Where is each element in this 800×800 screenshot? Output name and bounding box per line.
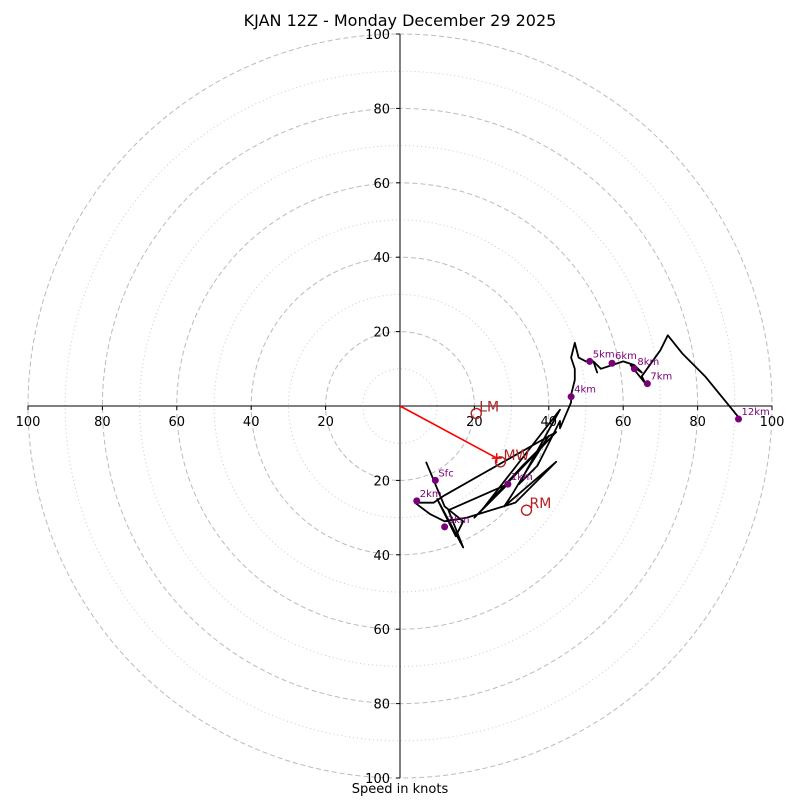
- y-tick-label: 40: [373, 251, 390, 266]
- height-marker-label: 3km: [448, 515, 470, 526]
- tick-labels: 100 80 60 40 20 20 40 60 80 100100806040202040608…: [16, 28, 785, 787]
- height-marker-3km: 3km: [441, 515, 470, 531]
- height-marker-label: 4km: [574, 385, 596, 396]
- motion-marker-LM: LM: [470, 399, 499, 420]
- y-tick-label: 60: [373, 177, 390, 192]
- height-marker-dot: [413, 497, 421, 505]
- height-marker-5km: 5km: [586, 349, 615, 365]
- height-marker-label: 12km: [742, 407, 770, 418]
- x-tick-label: 80: [689, 415, 706, 430]
- height-marker-12km: 12km: [735, 407, 770, 423]
- chart-title: KJAN 12Z - Monday December 29 2025: [243, 11, 557, 30]
- x-tick-label: 60: [169, 415, 186, 430]
- height-marker-dot: [567, 393, 575, 401]
- height-marker-dot: [630, 365, 638, 373]
- height-marker-2km: 2km: [413, 489, 442, 505]
- height-marker-1km: 1km: [504, 472, 533, 488]
- motion-marker-label: LM: [479, 399, 499, 415]
- height-marker-dot: [586, 357, 594, 365]
- y-tick-label: 40: [373, 549, 390, 564]
- y-tick-label: 80: [373, 698, 390, 713]
- height-marker-label: 8km: [637, 357, 659, 368]
- y-tick-label: 100: [365, 28, 390, 43]
- mean-wind-vector-line: [399, 405, 498, 459]
- motion-marker-RM: RM: [520, 496, 551, 516]
- height-marker-dot: [735, 415, 743, 423]
- storm-motion-markers: LM MW RM: [470, 399, 551, 516]
- x-axis-label: Speed in knots: [351, 782, 449, 797]
- height-marker-7km: 7km: [643, 372, 672, 388]
- x-tick-label: 100: [16, 415, 41, 430]
- motion-marker-circle: [494, 456, 507, 468]
- y-tick-label: 100: [365, 772, 390, 787]
- y-tick-label: 20: [373, 326, 390, 341]
- height-marker-label: 5km: [593, 349, 615, 360]
- motion-marker-circle: [470, 407, 482, 420]
- height-marker-dot: [431, 476, 439, 484]
- x-tick-label: 100: [760, 415, 785, 430]
- height-marker-dot: [441, 523, 449, 531]
- height-marker-label: 2km: [420, 489, 442, 500]
- motion-marker-label: MW: [503, 448, 529, 464]
- y-tick-label: 60: [373, 623, 390, 638]
- x-tick-label: 60: [615, 415, 632, 430]
- hodograph-line: [413, 334, 740, 549]
- x-tick-label: 20: [466, 415, 483, 430]
- height-marker-6km: 6km: [608, 351, 637, 367]
- motion-marker-MW: MW: [494, 448, 530, 468]
- height-marker-8km: 8km: [630, 357, 659, 373]
- motion-marker-circle: [520, 504, 533, 516]
- y-tick-label: 20: [373, 474, 390, 489]
- height-marker-label: 7km: [650, 372, 672, 383]
- x-tick-label: 80: [94, 415, 111, 430]
- height-marker-label: 1km: [511, 472, 533, 483]
- height-marker-4km: 4km: [567, 385, 596, 401]
- wind-trace: [413, 334, 740, 549]
- height-marker-label: 6km: [615, 351, 637, 362]
- y-tick-label: 80: [373, 102, 390, 117]
- motion-marker-label: RM: [529, 496, 551, 512]
- height-marker-Sfc: Sfc: [431, 468, 454, 484]
- x-tick-label: 40: [243, 415, 260, 430]
- height-marker-label: Sfc: [438, 468, 453, 479]
- x-tick-label: 20: [317, 415, 334, 430]
- height-marker-dot: [643, 380, 651, 388]
- height-marker-dot: [504, 480, 512, 488]
- height-marker-dot: [608, 359, 616, 367]
